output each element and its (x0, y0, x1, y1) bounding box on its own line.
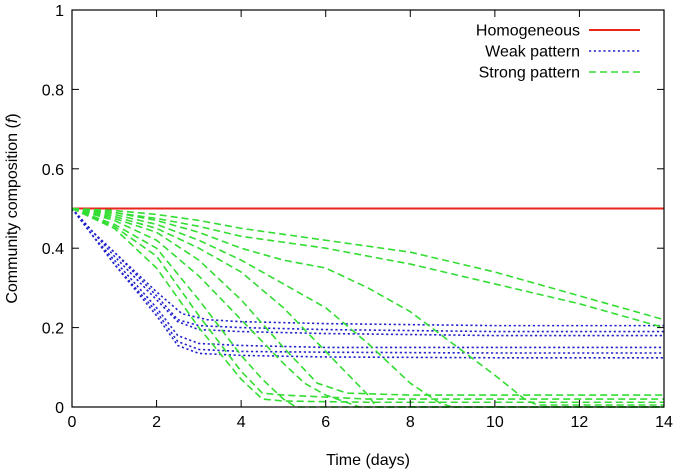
series-layer (71, 207, 665, 408)
series-line-weak-pattern-4 (71, 208, 664, 349)
series-line-strong-pattern-7 (71, 207, 664, 408)
series-line-weak-pattern-2 (71, 207, 664, 333)
series-line-weak-pattern-1 (71, 207, 664, 327)
series-line-strong-pattern-5 (71, 207, 664, 408)
series-line-strong-pattern-6 (71, 207, 664, 396)
series-line-strong-pattern-8 (71, 207, 664, 408)
x-tick-label: 10 (486, 414, 504, 431)
legend-item-weak-pattern: Weak pattern (485, 44, 640, 61)
y-tick-label: 0.8 (42, 82, 64, 99)
series-line-weak-pattern-5 (71, 208, 664, 354)
legend-item-strong-pattern: Strong pattern (479, 65, 640, 82)
series-line-strong-pattern-4 (71, 207, 664, 408)
series-line-strong-pattern-3 (71, 207, 664, 406)
ticks-layer (71, 9, 665, 408)
x-tick-label: 4 (237, 414, 246, 431)
legend: Homogeneous Weak pattern Strong pattern (476, 23, 640, 82)
y-tick-label: 1 (55, 3, 64, 20)
legend-label: Weak pattern (485, 44, 580, 61)
labels-layer: 0 2 4 6 8 10 12 14 0 0.2 0.4 0.6 0.8 1 (42, 3, 673, 431)
series-group-strong-pattern (71, 207, 665, 408)
y-tick-label: 0.4 (42, 241, 64, 258)
series-line-strong-pattern-2 (71, 207, 665, 329)
series-line-strong-pattern-10 (71, 207, 664, 404)
y-tick-label: 0.2 (42, 321, 64, 338)
x-axis-title: Time (days) (326, 452, 410, 469)
y-tick-label: 0.6 (42, 162, 64, 179)
x-tick-label: 2 (152, 414, 161, 431)
x-tick-label: 14 (655, 414, 673, 431)
legend-item-homogeneous: Homogeneous (476, 23, 640, 40)
plot-frame (71, 9, 665, 408)
legend-label: Strong pattern (479, 65, 580, 82)
x-tick-label: 12 (571, 414, 589, 431)
series-line-strong-pattern-9 (71, 207, 664, 400)
y-axis-title: Community composition (f) (4, 113, 21, 303)
series-line-strong-pattern-1 (71, 207, 665, 321)
y-axis-title-main: Community composition ( (4, 122, 21, 303)
legend-label: Homogeneous (476, 23, 580, 40)
series-group-weak-pattern (71, 207, 664, 359)
x-tick-label: 0 (68, 414, 77, 431)
y-tick-label: 0 (55, 400, 64, 417)
y-axis-title-variable: f (4, 117, 21, 123)
y-axis-title-close: ) (4, 113, 21, 118)
series-line-weak-pattern-3 (71, 207, 664, 337)
x-tick-label: 8 (406, 414, 415, 431)
x-tick-label: 6 (321, 414, 330, 431)
series-line-weak-pattern-6 (71, 208, 664, 359)
